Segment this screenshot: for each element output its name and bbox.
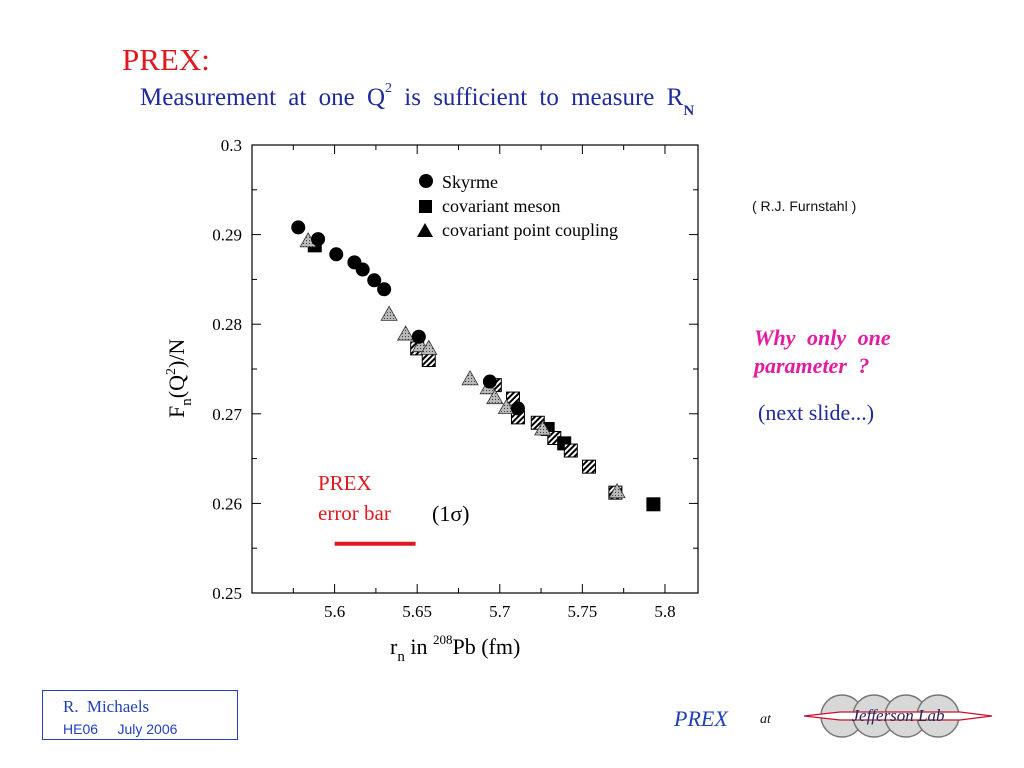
y-tick-label: 0.29 (212, 226, 242, 245)
point-coupling-point (420, 339, 438, 355)
meson-point (421, 353, 436, 368)
y-axis-label: Fn(Q2)/N (164, 339, 195, 418)
svg-text:Jefferson Lab: Jefferson Lab (851, 706, 944, 725)
jefferson-lab-logo: Jefferson Lab (803, 694, 993, 738)
footer-box: R. Michaels HE06 July 2006 (42, 690, 238, 740)
legend-square-marker (419, 200, 432, 213)
x-tick-label: 5.8 (654, 602, 675, 621)
question-text: Why only one parameter ? (754, 325, 891, 378)
point-coupling-point (486, 388, 504, 405)
skyrme-point (329, 247, 344, 262)
subtitle-subscript: N (683, 103, 695, 119)
skyrme-point (482, 374, 497, 389)
x-tick-label: 5.7 (489, 602, 511, 621)
footer-prex: PREX (674, 706, 728, 731)
x-tick-label: 5.6 (324, 602, 345, 621)
skyrme-point (291, 220, 306, 235)
credit-text: ( R.J. Furnstahl ) (752, 198, 857, 214)
sigma-label: (1σ) (432, 501, 470, 526)
legend-label-skyrme: Skyrme (442, 172, 498, 192)
legend-triangle-marker (417, 223, 433, 237)
skyrme-point (355, 262, 370, 277)
slide-subtitle: Measurement at one Q2 is sufficient to m… (140, 80, 695, 119)
point-coupling-point (461, 370, 479, 386)
subtitle-superscript: 2 (385, 80, 393, 96)
point-coupling-point (497, 398, 516, 414)
prex-annotation-line2: error bar (318, 501, 391, 525)
footer-at: at (760, 712, 771, 727)
legend-circle-marker (419, 174, 433, 188)
x-tick-label: 5.65 (402, 602, 432, 621)
conference-date: July 2006 (117, 721, 178, 737)
skyrme-point (411, 329, 426, 344)
legend: Skyrme covariant meson covariant point c… (417, 172, 618, 240)
axes: 5.6 5.65 5.7 5.75 5.8 0.25 0.26 0.27 0.28 0.29 0.3 (212, 136, 698, 621)
skyrme-point (510, 401, 525, 416)
point-coupling-point (534, 420, 552, 436)
point-coupling-point (608, 482, 626, 499)
meson-point (646, 497, 661, 512)
prex-annotation-line1: PREX (318, 471, 372, 495)
subtitle-main: Measurement at one Q (140, 84, 386, 111)
point-coupling-point (380, 305, 398, 321)
meson-point (563, 443, 578, 458)
point-coupling-point (396, 325, 415, 341)
skyrme-point (367, 273, 382, 288)
y-tick-label: 0.28 (212, 315, 242, 334)
author-name: R. Michaels (63, 697, 150, 716)
subtitle-rest: is sufficient to measure R (392, 84, 684, 111)
conference-name: HE06 (63, 721, 99, 737)
y-tick-label: 0.25 (212, 584, 242, 603)
slide-title: PREX: (122, 42, 210, 77)
y-tick-label: 0.3 (221, 136, 242, 155)
skyrme-point (377, 282, 392, 297)
legend-label-point-coupling: covariant point coupling (442, 220, 618, 240)
next-slide-text: (next slide...) (758, 400, 875, 425)
x-axis-label: rn in 208Pb (fm) (390, 632, 520, 665)
conference-info: HE06 July 2006 (63, 721, 177, 737)
data-points (291, 220, 661, 512)
legend-label-meson: covariant meson (442, 196, 560, 216)
meson-point (581, 459, 596, 474)
skyrme-point (311, 232, 326, 247)
y-tick-label: 0.26 (212, 494, 242, 513)
x-tick-label: 5.75 (567, 602, 597, 621)
y-tick-label: 0.27 (212, 405, 242, 424)
